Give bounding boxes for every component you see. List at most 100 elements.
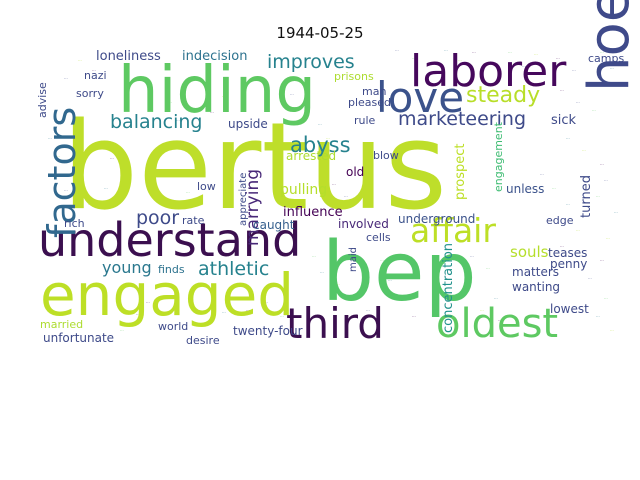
cloud-filler-word: ··· (222, 94, 226, 99)
cloud-filler-word: ··· (600, 258, 604, 263)
cloud-filler-word: ··· (498, 318, 502, 323)
cloud-word: desire (186, 334, 220, 347)
cloud-word: low (197, 180, 216, 193)
cloud-word: sick (551, 113, 577, 128)
cloud-word: pleased (348, 96, 391, 109)
cloud-filler-word: ··· (366, 308, 370, 313)
cloud-filler-word: ··· (395, 48, 399, 53)
cloud-filler-word: ··· (486, 266, 490, 271)
cloud-word: poor (136, 207, 179, 229)
cloud-filler-word: ··· (610, 328, 614, 333)
cloud-filler-word: ··· (552, 186, 556, 191)
cloud-word: factors (40, 107, 84, 238)
cloud-filler-word: ··· (186, 190, 190, 195)
cloud-word: marrying (243, 169, 263, 246)
cloud-word: caught (253, 218, 295, 232)
cloud-filler-word: ··· (412, 56, 416, 61)
cloud-word: appreciate (238, 173, 249, 226)
cloud-filler-word: ··· (50, 172, 54, 177)
cloud-word: involved (338, 217, 389, 231)
cloud-word: rich (64, 217, 85, 230)
cloud-word: engagement (492, 121, 505, 192)
cloud-filler-word: ··· (402, 296, 406, 301)
cloud-filler-word: ··· (180, 172, 184, 177)
cloud-filler-word: ··· (56, 154, 60, 159)
cloud-background (36, 48, 618, 344)
cloud-filler-word: ··· (534, 52, 538, 57)
cloud-word: third (286, 299, 384, 348)
cloud-filler-word: ··· (566, 202, 570, 207)
cloud-word: pulling (280, 182, 327, 198)
cloud-word: unfortunate (43, 331, 114, 345)
cloud-filler-word: ··· (614, 210, 618, 215)
cloud-word: cells (366, 231, 391, 244)
cloud-filler-word: ··· (412, 314, 416, 319)
cloud-filler-word: ··· (604, 296, 608, 301)
cloud-filler-word: ··· (64, 188, 68, 193)
cloud-filler-word: ··· (120, 172, 124, 177)
cloud-filler-word: ··· (280, 314, 284, 319)
cloud-filler-word: ··· (232, 296, 236, 301)
cloud-filler-word: ··· (320, 270, 324, 275)
cloud-filler-word: ··· (604, 178, 608, 183)
cloud-word: hiding (118, 54, 316, 128)
cloud-filler-word: ··· (480, 308, 484, 313)
cloud-word: understand (38, 213, 301, 267)
cloud-word: marketeering (398, 108, 526, 130)
cloud-word: arrested (286, 149, 336, 163)
cloud-filler-word: ··· (588, 276, 592, 281)
cloud-word: prospect (453, 143, 468, 200)
cloud-filler-word: ··· (64, 76, 68, 81)
cloud-filler-word: ··· (582, 148, 586, 153)
cloud-word: young (102, 258, 152, 277)
cloud-word: prisons (334, 70, 374, 83)
cloud-word: sorry (76, 87, 104, 100)
cloud-filler-word: ··· (174, 202, 178, 207)
cloud-word: blow (373, 149, 399, 162)
cloud-filler-word: ··· (136, 312, 140, 317)
cloud-word: rule (354, 114, 376, 127)
cloud-word: laborer (410, 46, 567, 97)
cloud-word: camps (588, 52, 624, 65)
cloud-filler-word: ··· (146, 300, 150, 305)
cloud-filler-word: ··· (508, 50, 512, 55)
cloud-filler-word: ··· (48, 136, 52, 141)
cloud-filler-word: ··· (304, 108, 308, 113)
cloud-word: hoever (577, 0, 640, 92)
cloud-filler-word: ··· (104, 186, 108, 191)
cloud-filler-word: ··· (560, 244, 564, 249)
cloud-word: advise (36, 82, 49, 118)
cloud-word: balancing (110, 111, 203, 133)
cloud-word: lowest (550, 302, 589, 316)
cloud-filler-word: ··· (540, 172, 544, 177)
cloud-word: edge (546, 214, 574, 227)
cloud-filler-word: ··· (458, 58, 462, 63)
cloud-word: nazi (84, 69, 107, 82)
cloud-filler-word: ··· (566, 136, 570, 141)
cloud-filler-word: ··· (556, 56, 560, 61)
cloud-word: loneliness (96, 49, 161, 64)
cloud-word: love (376, 73, 464, 122)
cloud-filler-word: ··· (344, 194, 348, 199)
cloud-word: twenty-four (233, 324, 303, 338)
cloud-word: influence (283, 205, 343, 220)
cloud-filler-word: ··· (380, 258, 384, 263)
cloud-filler-word: ··· (78, 58, 82, 63)
cloud-filler-word: ··· (560, 88, 564, 93)
cloud-filler-word: ··· (318, 122, 322, 127)
cloud-word: improves (267, 51, 355, 73)
cloud-word: steady (466, 83, 540, 108)
cloud-filler-word: ··· (576, 228, 580, 233)
cloud-filler-word: ··· (168, 100, 172, 105)
cloud-filler-word: ··· (88, 202, 92, 207)
cloud-filler-word: ··· (198, 202, 202, 207)
cloud-word: teases (548, 246, 587, 260)
cloud-word: oldest (436, 301, 558, 347)
cloud-word: unless (506, 182, 544, 196)
cloud-filler-word: ··· (222, 310, 226, 315)
cloud-filler-word: ··· (610, 66, 614, 71)
chart-title: 1944-05-25 (276, 24, 364, 42)
cloud-filler-word: ··· (246, 308, 250, 313)
cloud-word: married (40, 318, 83, 331)
